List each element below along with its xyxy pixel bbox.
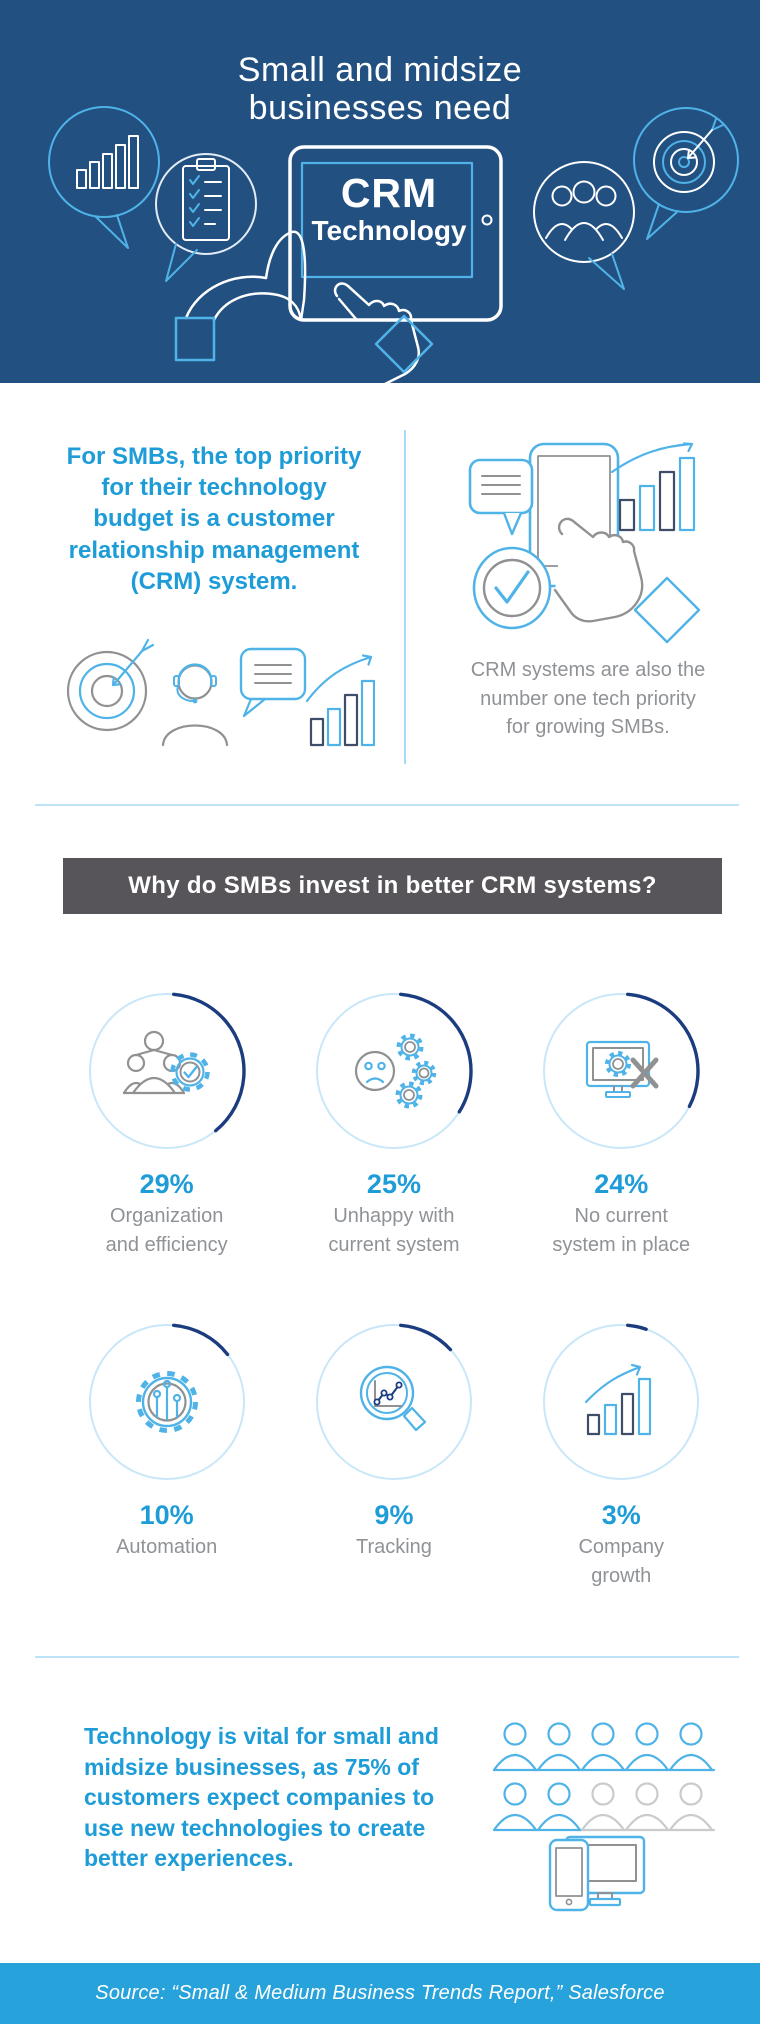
stats-row-2: 10% Automation <box>53 1323 735 1591</box>
caption-line: CRM systems are also the <box>470 659 706 681</box>
tablet-hands-icon <box>174 145 503 383</box>
stat-label: Company growth <box>578 1536 665 1587</box>
page-title: Small and midsize businesses need <box>0 51 760 127</box>
intro-line: (CRM) system. <box>130 567 298 595</box>
technology-label: Technology <box>311 215 467 246</box>
stat-ring <box>542 1323 700 1481</box>
intro-caption: CRM systems are also the number one tech… <box>462 656 714 742</box>
intro-line: relationship management <box>68 536 360 564</box>
stat-ring <box>87 1323 246 1481</box>
vertical-divider <box>404 430 406 764</box>
stat-percentage: 24% <box>594 1169 649 1199</box>
intro-line: budget is a customer <box>93 505 335 533</box>
stat-label: Organization and efficiency <box>105 1205 228 1256</box>
section-divider <box>35 804 739 806</box>
stat-ring <box>315 1323 473 1481</box>
devices-icon <box>548 1835 646 1912</box>
stat-label: Unhappy with current system <box>328 1205 460 1256</box>
stat-label: Automation <box>116 1536 218 1558</box>
outro-line: use new technologies to create <box>84 1814 426 1841</box>
outro-line: Technology is vital for small and <box>84 1723 439 1749</box>
stats-row-1: 29% Organization and efficiency <box>53 992 735 1260</box>
stat-percentage: 10% <box>139 1500 194 1530</box>
intro-line: For SMBs, the top priority <box>66 443 362 470</box>
stat-ring <box>87 992 246 1150</box>
stat-percentage: 29% <box>139 1169 194 1199</box>
growth-bars-icon <box>585 1363 652 1436</box>
section-divider <box>35 1656 739 1658</box>
caption-line: number one tech priority <box>480 687 696 710</box>
tablet-screen-label: CRM Technology <box>291 171 487 247</box>
stat-company-growth: 3% Company growth <box>508 1323 735 1591</box>
stat-organization-efficiency: 29% Organization and efficiency <box>53 992 280 1260</box>
customer-row-mixed-icon <box>492 1782 584 1832</box>
source-footer: Source: “Small & Medium Business Trends … <box>0 1963 760 2024</box>
header: Small and midsize businesses need CRM Te… <box>0 0 760 383</box>
intro-statement: For SMBs, the top priority for their tec… <box>38 441 390 597</box>
tracking-magnifier-icon <box>359 1365 427 1432</box>
bar-chart-bubble-icon <box>48 106 160 249</box>
monitor-x-icon <box>586 1040 659 1098</box>
phone-hand-chart-icon <box>468 442 701 644</box>
stat-percentage: 3% <box>601 1500 641 1530</box>
clipboard-bubble-icon <box>155 153 257 255</box>
page-title-line2: businesses need <box>248 89 512 127</box>
customer-row-blue-icon <box>492 1722 716 1772</box>
stat-ring <box>542 992 700 1150</box>
stat-ring <box>315 992 473 1150</box>
stat-percentage: 9% <box>374 1500 414 1530</box>
stat-automation: 10% Automation <box>53 1323 280 1591</box>
stat-label: Tracking <box>355 1536 432 1558</box>
outro-line: customers expect companies to <box>84 1784 435 1810</box>
section-banner: Why do SMBs invest in better CRM systems… <box>63 858 722 914</box>
automation-gear-icon <box>135 1371 198 1433</box>
stat-tracking: 9% Tracking <box>280 1323 507 1591</box>
outro-line: better experiences. <box>84 1845 294 1871</box>
page-title-line1: Small and midsize <box>237 51 523 89</box>
stat-label: No current system in place <box>552 1205 691 1256</box>
source-text: Source: “Small & Medium Business Trends … <box>95 1982 665 2004</box>
crm-label: CRM <box>340 170 438 216</box>
caption-line: for growing SMBs. <box>506 716 670 738</box>
people-gear-icon <box>122 1030 210 1095</box>
intro-line: for their technology <box>101 474 327 502</box>
stat-unhappy-current-system: 25% Unhappy with current system <box>280 992 507 1260</box>
outro-statement: Technology is vital for small and midsiz… <box>84 1721 484 1874</box>
header-illustration-icon <box>48 106 739 383</box>
stat-percentage: 25% <box>366 1169 421 1199</box>
target-bubble-icon <box>633 107 739 240</box>
stat-no-current-system: 24% No current system in place <box>508 992 735 1260</box>
target-person-chart-icon <box>66 638 375 747</box>
customers-devices-icon <box>492 1722 716 1912</box>
team-bubble-icon <box>533 161 635 290</box>
unhappy-gears-icon <box>354 1033 437 1109</box>
outro-line: midsize businesses, as 75% of <box>84 1753 419 1780</box>
